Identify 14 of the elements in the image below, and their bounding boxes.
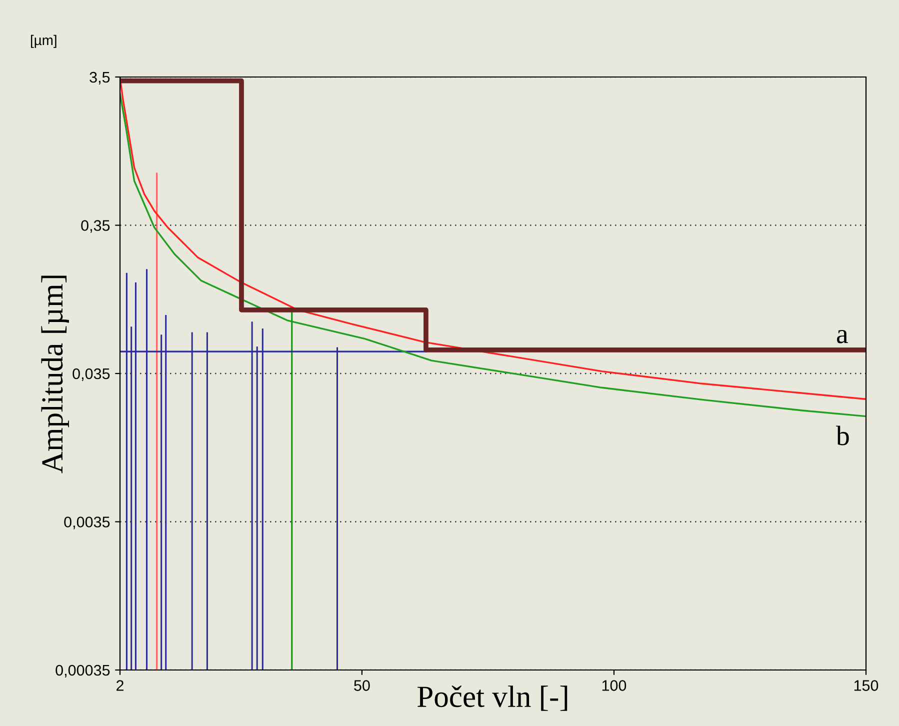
y-tick-label: 3,5 (90, 72, 110, 84)
x-tick-label: 50 (354, 680, 370, 691)
annotation: b (836, 426, 849, 446)
y-tick-label: 0,035 (72, 368, 110, 381)
y-tick-label: 0,0035 (64, 516, 110, 530)
y-tick-label: 0,35 (81, 220, 110, 233)
y-axis-title: Amplituda [µm] (41, 276, 69, 474)
annotation: a (836, 330, 848, 344)
x-tick-label: 150 (854, 680, 878, 691)
text: [µm] (30, 34, 56, 48)
y-tick-label: 0,00035 (56, 664, 110, 678)
x-axis-title: Počet vln [-] (418, 686, 568, 711)
x-tick-label: 2 (116, 680, 124, 691)
x-tick-label: 100 (602, 680, 626, 691)
